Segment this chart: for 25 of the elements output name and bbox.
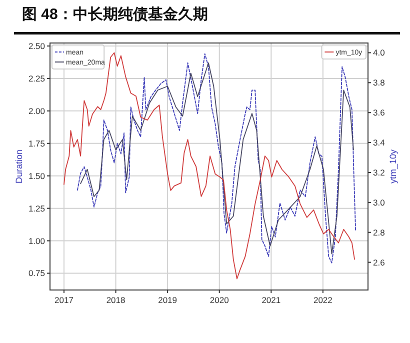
x-tick-label: 2018 [106,295,126,305]
x-tick-label: 2022 [313,295,333,305]
x-tick-label: 2021 [262,295,281,305]
chart-title: 图 48：中长期纯债基金久期 [22,6,208,23]
y2-tick-label: 2.8 [373,227,386,238]
y2-tick-label: 2.6 [373,257,386,268]
y-tick-label: 2.50 [28,40,46,51]
y-tick-label: 1.00 [28,236,46,246]
y2-axis-title: ytm_10y [388,148,398,184]
x-tick-label: 2020 [210,295,230,305]
y-tick-label: 1.25 [28,203,46,214]
x-tick-label: 2019 [158,295,178,305]
y-axis-title: Duration [14,149,24,184]
y-tick-label: 1.75 [28,138,46,148]
y-tick-label: 1.50 [28,170,46,181]
y-tick-label: 2.00 [28,106,46,116]
y2-tick-label: 3.8 [373,78,386,88]
y2-tick-label: 3.6 [373,108,386,118]
y2-tick-label: 3.4 [373,138,386,148]
x-tick-label: 2017 [54,295,74,305]
y2-tick-label: 3.0 [373,197,386,208]
y-tick-label: 0.75 [28,268,46,278]
y-tick-label: 2.25 [28,73,46,84]
y2-tick-label: 4.0 [373,48,386,58]
y2-tick-label: 3.2 [373,167,386,178]
